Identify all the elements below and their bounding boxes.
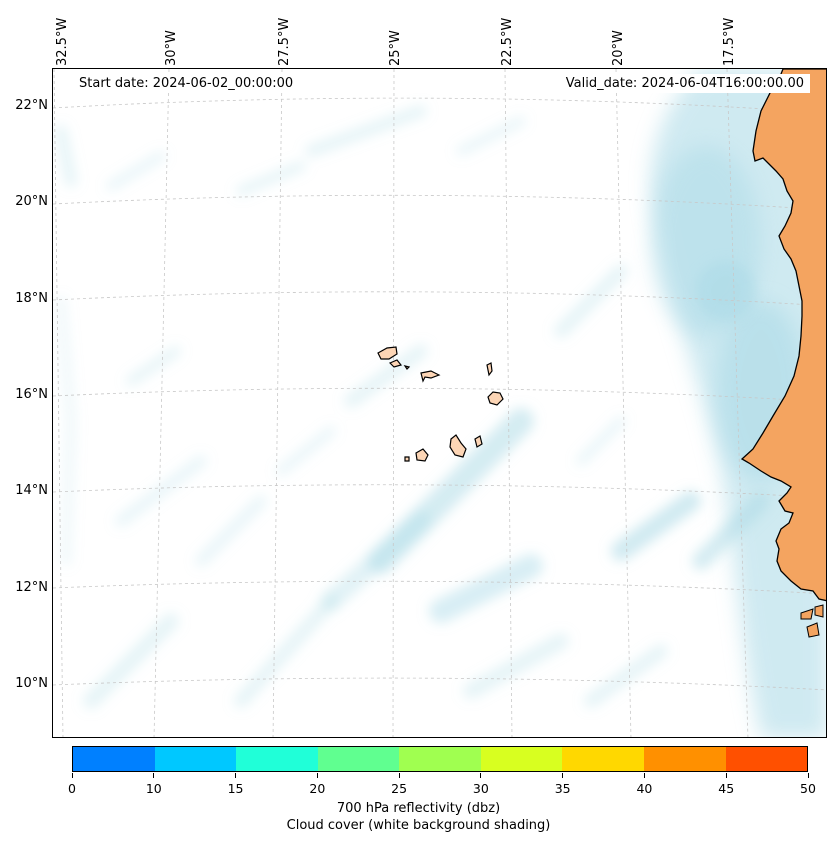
colorbar-tick-label: 50 <box>800 781 816 796</box>
colorbar-tick <box>725 773 727 778</box>
colorbar-tick <box>480 773 482 778</box>
colorbar-tick-label: 20 <box>309 781 326 796</box>
lon-label: 17.5°W <box>722 17 737 66</box>
colorbar-tick <box>807 773 809 778</box>
island-boa-vista <box>487 391 504 406</box>
land-islet <box>800 608 814 620</box>
valid-date-label: Valid_date: 2024-06-04T16:00:00.00 <box>559 74 810 93</box>
lat-label: 22°N <box>15 98 48 113</box>
colorbar-tick <box>235 773 237 778</box>
island-santa-luzia <box>403 365 411 370</box>
lon-label: 25°W <box>388 30 403 66</box>
land-islet <box>806 622 820 638</box>
colorbar-segment <box>725 747 808 771</box>
lon-label: 27.5°W <box>277 17 292 66</box>
island-sao-nicolau <box>420 370 441 383</box>
lat-label: 12°N <box>15 580 48 595</box>
cape-verde-islands <box>377 346 504 462</box>
land-islet <box>814 604 824 618</box>
colorbar-segment <box>643 747 726 771</box>
lat-label: 14°N <box>15 483 48 498</box>
colorbar-subtitle: Cloud cover (white background shading) <box>286 818 551 833</box>
lon-label: 22.5°W <box>500 17 515 66</box>
colorbar-tick <box>562 773 564 778</box>
colorbar-tick-label: 45 <box>718 781 735 796</box>
colorbar-segment <box>236 747 318 771</box>
island-sal <box>486 362 493 377</box>
colorbar-tick <box>316 773 318 778</box>
colorbar-tick-label: 0 <box>68 781 76 796</box>
colorbar-tick-label: 35 <box>554 781 571 796</box>
cloud-cover-shading <box>55 69 826 737</box>
gridlines <box>53 69 826 737</box>
colorbar-tick-label: 30 <box>472 781 489 796</box>
colorbar-tick-label: 40 <box>636 781 653 796</box>
map-panel <box>52 68 827 738</box>
colorbar-segment <box>317 747 400 771</box>
island-sao-vicente <box>388 359 403 368</box>
colorbar-tick-label: 15 <box>227 781 244 796</box>
colorbar-title: 700 hPa reflectivity (dbz) <box>336 801 501 816</box>
colorbar-tick-label: 10 <box>145 781 162 796</box>
island-santo-antao <box>377 346 398 360</box>
island-fogo <box>415 448 429 462</box>
island-maio <box>474 435 483 448</box>
lon-label: 30°W <box>164 30 179 66</box>
start-date-label: Start date: 2024-06-02_00:00:00 <box>73 74 300 93</box>
colorbar-tick <box>71 773 73 778</box>
colorbar-segment <box>562 747 644 771</box>
africa-land <box>740 69 826 602</box>
lon-label: 20°W <box>611 30 626 66</box>
colorbar <box>72 746 808 772</box>
colorbar-tick <box>398 773 400 778</box>
map-canvas <box>53 69 826 737</box>
colorbar-segment <box>480 747 563 771</box>
lat-label: 10°N <box>15 676 48 691</box>
island-brava <box>404 456 410 462</box>
lat-label: 18°N <box>15 291 48 306</box>
colorbar-segment <box>399 747 481 771</box>
colorbar-tick-label: 25 <box>391 781 408 796</box>
colorbar-tick <box>153 773 155 778</box>
island-santiago <box>449 434 467 458</box>
lat-label: 20°N <box>15 194 48 209</box>
colorbar-tick <box>643 773 645 778</box>
lon-label: 32.5°W <box>55 17 70 66</box>
lat-label: 16°N <box>15 387 48 402</box>
colorbar-segment <box>154 747 237 771</box>
colorbar-segment <box>73 747 155 771</box>
